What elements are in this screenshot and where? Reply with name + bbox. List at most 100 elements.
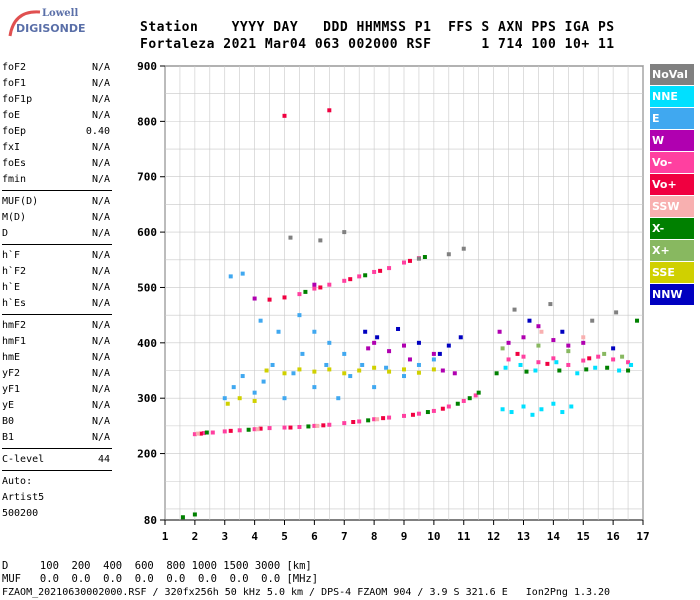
data-point <box>515 351 520 356</box>
param-row-hes: h`Es N/A <box>2 296 112 312</box>
y-tick-label: 600 <box>137 226 157 239</box>
data-point <box>192 512 197 517</box>
digisonde-logo: Lowell DIGISONDE <box>6 6 85 42</box>
data-point <box>288 425 293 430</box>
param-name: foF1p <box>2 94 33 105</box>
data-point <box>297 313 302 318</box>
data-point <box>410 412 415 417</box>
data-point <box>446 404 451 409</box>
data-point <box>357 368 362 373</box>
data-point <box>539 407 544 412</box>
param-value: N/A <box>91 250 110 261</box>
data-point <box>566 343 571 348</box>
data-point <box>237 428 242 433</box>
data-point <box>527 318 532 323</box>
x-tick-label: 3 <box>221 530 228 543</box>
data-point <box>539 329 544 334</box>
param-value: N/A <box>91 416 110 427</box>
param-name: B0 <box>2 416 15 427</box>
data-point <box>626 360 631 365</box>
x-tick-label: 2 <box>192 530 199 543</box>
data-point <box>297 367 302 372</box>
data-point <box>461 398 466 403</box>
param-row-fxi: fxI N/A <box>2 140 112 156</box>
data-point <box>270 362 275 367</box>
autoscaling-info: Auto: Artist5 500200 <box>2 474 112 522</box>
data-point <box>300 351 305 356</box>
data-point <box>363 329 368 334</box>
data-point <box>500 407 505 412</box>
data-point <box>372 269 377 274</box>
data-point <box>581 358 586 363</box>
data-point <box>195 431 200 436</box>
data-point <box>431 357 436 362</box>
data-point <box>372 417 377 422</box>
data-point <box>387 369 392 374</box>
param-value: N/A <box>91 228 110 239</box>
data-point <box>348 277 353 282</box>
data-point <box>366 418 371 423</box>
param-row-hmf2: hmF2 N/A <box>2 318 112 334</box>
param-row-foes: foEs N/A <box>2 156 112 172</box>
data-point <box>416 362 421 367</box>
param-name: foF2 <box>2 62 27 73</box>
data-point <box>312 423 317 428</box>
data-point <box>521 404 526 409</box>
data-point <box>192 432 197 437</box>
x-tick-label: 11 <box>457 530 471 543</box>
param-value: 0.40 <box>85 126 110 137</box>
data-point <box>180 515 185 520</box>
data-point <box>402 367 406 372</box>
x-tick-label: 12 <box>487 530 500 543</box>
data-point <box>357 274 362 279</box>
data-point <box>375 335 380 340</box>
data-point <box>494 371 499 376</box>
param-row-hmf1: hmF1 N/A <box>2 334 112 350</box>
param-value: N/A <box>91 298 110 309</box>
data-point <box>533 368 538 373</box>
data-point <box>584 367 589 372</box>
data-point <box>452 371 457 376</box>
data-point <box>587 356 592 361</box>
param-name: C-level <box>2 454 45 465</box>
data-point <box>312 286 317 291</box>
data-point <box>306 424 311 429</box>
data-point <box>461 246 466 251</box>
param-name: yF2 <box>2 368 21 379</box>
param-value: N/A <box>91 282 110 293</box>
data-point <box>204 430 209 435</box>
data-point <box>303 289 308 294</box>
data-point <box>267 297 272 302</box>
param-row-md: M(D) N/A <box>2 210 112 226</box>
data-point <box>378 268 383 273</box>
x-tick-label: 4 <box>251 530 258 543</box>
legend-entry-ssw: SSW <box>650 196 694 217</box>
data-point <box>372 340 377 345</box>
data-point <box>402 374 406 379</box>
data-point <box>575 371 580 376</box>
data-point <box>372 365 377 370</box>
param-value: N/A <box>91 336 110 347</box>
param-name: foEs <box>2 158 27 169</box>
data-point <box>506 340 511 345</box>
x-tick-label: 15 <box>577 530 590 543</box>
data-point <box>387 415 392 420</box>
data-point <box>282 295 287 300</box>
data-point <box>581 335 586 340</box>
data-point <box>267 426 272 431</box>
data-point <box>336 396 341 401</box>
data-point <box>366 346 371 351</box>
footer-distance-line: D 100 200 400 600 800 1000 1500 3000 [km… <box>2 560 312 572</box>
data-point <box>512 307 517 312</box>
footer-file-info: FZAOM_20210630002000.RSF / 320fx256h 50 … <box>2 587 611 598</box>
data-point <box>297 292 302 297</box>
logo-brand-top: Lowell <box>42 8 79 19</box>
data-point <box>387 266 392 271</box>
data-point <box>569 404 574 409</box>
param-group-profile: hmF2 N/A hmF1 N/A hmE N/A yF2 N/A yF1 N/A yE N/A B0 N… <box>2 318 112 446</box>
data-point <box>611 357 616 362</box>
param-value: N/A <box>91 352 110 363</box>
data-point <box>473 393 478 398</box>
data-point <box>620 354 625 359</box>
